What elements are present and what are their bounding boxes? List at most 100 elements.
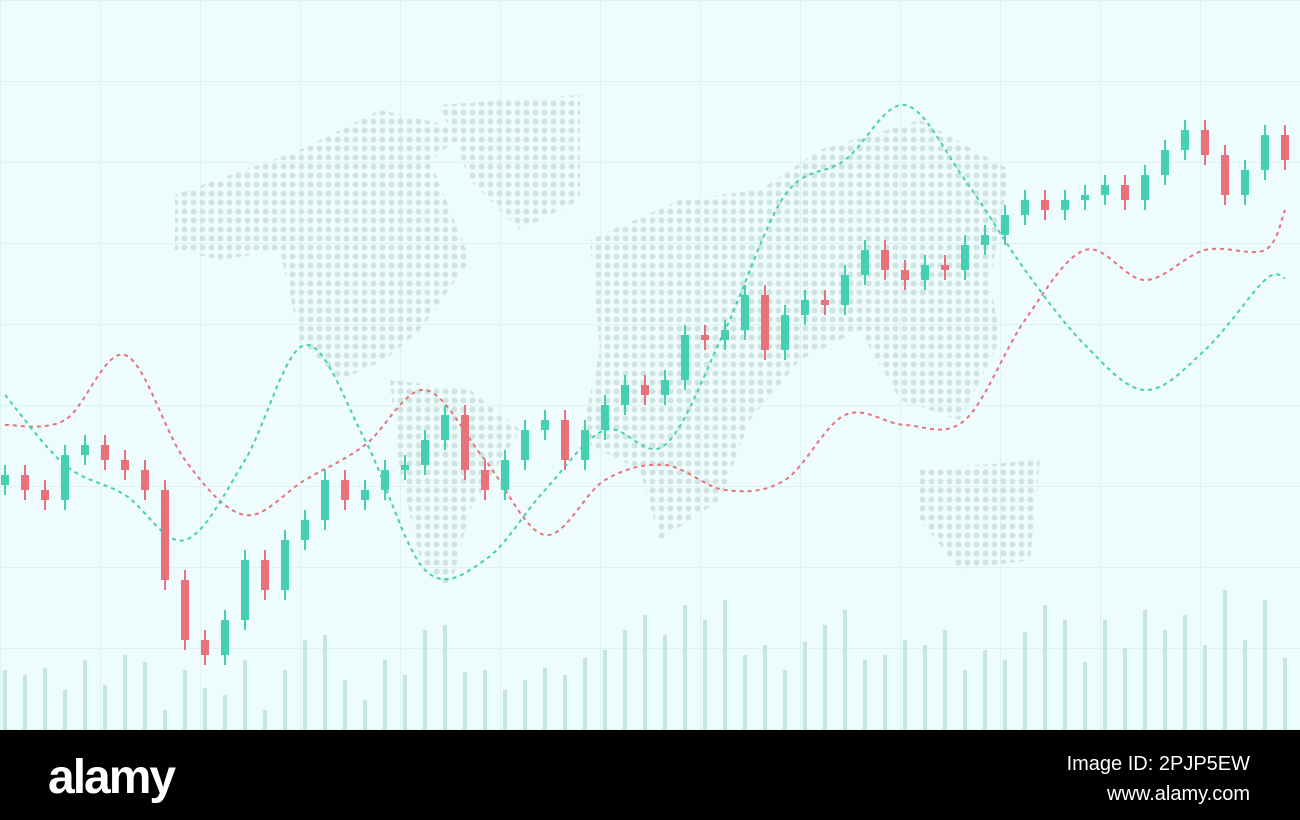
volume-bar (963, 670, 967, 730)
candle-body (1041, 200, 1049, 210)
map-greenland (440, 95, 580, 230)
volume-bar (623, 630, 627, 730)
volume-bar (1123, 648, 1127, 730)
candle-body (61, 455, 69, 500)
volume-bar (483, 670, 487, 730)
volume-bar (983, 650, 987, 730)
candle-body (141, 470, 149, 490)
volume-bar (743, 655, 747, 730)
candle-body (581, 430, 589, 460)
candle-body (1121, 185, 1129, 200)
candle-body (1061, 200, 1069, 210)
candle-body (181, 580, 189, 640)
candle-body (741, 295, 749, 330)
candle-body (261, 560, 269, 590)
volume-bar (303, 640, 307, 730)
candle-body (1241, 170, 1249, 195)
volume-bar (1203, 645, 1207, 730)
candle-body (541, 420, 549, 430)
volume-bar (1023, 632, 1027, 730)
candle-body (401, 465, 409, 470)
candle-body (1181, 130, 1189, 150)
volume-bar (363, 700, 367, 730)
volume-bar (1083, 662, 1087, 730)
brand-logo: alamy (48, 751, 176, 804)
candle-body (1161, 150, 1169, 175)
volume-bar (323, 635, 327, 730)
volume-bar (23, 675, 27, 730)
volume-bars (3, 590, 1287, 730)
volume-bar (703, 620, 707, 730)
candle-body (1141, 175, 1149, 200)
candle-body (321, 480, 329, 520)
volume-bar (423, 630, 427, 730)
candle-body (121, 460, 129, 470)
volume-bar (1183, 615, 1187, 730)
candle-body (241, 560, 249, 620)
map-americas-south (390, 380, 520, 590)
candle-body (341, 480, 349, 500)
volume-bar (243, 660, 247, 730)
volume-bar (643, 615, 647, 730)
volume-bar (343, 680, 347, 730)
volume-bar (1163, 630, 1167, 730)
volume-bar (803, 642, 807, 730)
volume-bar (3, 670, 7, 730)
volume-bar (383, 660, 387, 730)
candle-body (921, 265, 929, 280)
candle-body (601, 405, 609, 430)
candle-body (621, 385, 629, 405)
candle-body (761, 295, 769, 350)
volume-bar (463, 672, 467, 730)
candles (1, 120, 1289, 665)
volume-bar (163, 710, 167, 730)
volume-bar (663, 635, 667, 730)
volume-bar (883, 655, 887, 730)
candle-body (101, 445, 109, 460)
volume-bar (823, 625, 827, 730)
volume-bar (503, 690, 507, 730)
candle-body (701, 335, 709, 340)
candle-body (501, 460, 509, 490)
indicator-lines (4, 103, 1286, 581)
map-eurasia-africa (580, 120, 1010, 540)
candle-body (981, 235, 989, 245)
candle-body (81, 445, 89, 455)
candle-body (221, 620, 229, 655)
volume-bar (723, 600, 727, 730)
volume-bar (943, 630, 947, 730)
volume-bar (43, 668, 47, 730)
indicator-line (4, 103, 1286, 581)
volume-bar (543, 668, 547, 730)
indicator-line (4, 209, 1286, 537)
map-americas-north (175, 110, 470, 380)
candle-body (1081, 195, 1089, 200)
candle-body (461, 415, 469, 470)
volume-bar (223, 695, 227, 730)
volume-bar (63, 690, 67, 730)
candle-body (21, 475, 29, 490)
volume-bar (1283, 658, 1287, 730)
candle-body (441, 415, 449, 440)
candle-body (1281, 135, 1289, 160)
volume-bar (403, 675, 407, 730)
candle-body (1201, 130, 1209, 155)
volume-bar (203, 688, 207, 730)
volume-bar (143, 662, 147, 730)
volume-bar (183, 670, 187, 730)
candle-body (1, 475, 9, 485)
candle-body (361, 490, 369, 500)
candle-body (161, 490, 169, 580)
candle-body (421, 440, 429, 465)
candle-body (381, 470, 389, 490)
footer-bar (0, 730, 1300, 820)
candle-body (1101, 185, 1109, 195)
volume-bar (123, 655, 127, 730)
volume-bar (923, 645, 927, 730)
volume-bar (603, 650, 607, 730)
candle-body (781, 315, 789, 350)
candle-body (941, 265, 949, 270)
candle-body (41, 490, 49, 500)
